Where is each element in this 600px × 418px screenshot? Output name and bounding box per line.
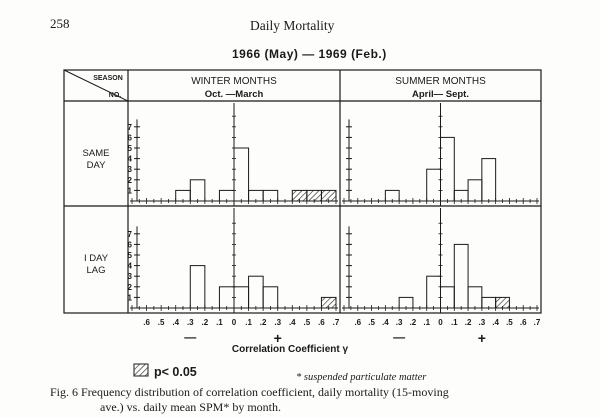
y-tick-label-same_day-winter-1: 1	[128, 186, 133, 195]
y-tick-label-same_day-winter-5: 5	[128, 144, 133, 153]
chart-subtitle: 1966 (May) — 1969 (Feb.)	[232, 47, 387, 61]
x-tick-label-winter-13: .7	[333, 318, 340, 327]
y-tick-label-lag-winter-7: 7	[128, 230, 133, 239]
corner-label-season: SEASON	[93, 75, 123, 82]
y-tick-label-lag-winter-2: 2	[128, 283, 133, 292]
x-tick-label-winter-9: .3	[274, 318, 281, 327]
bar-same_day-summer-0	[384, 189, 400, 202]
footnote: * suspended particulate matter	[296, 372, 427, 383]
bar-same_day-summer-4	[467, 179, 483, 202]
x-tick-label-summer-13: .7	[534, 318, 541, 327]
bar-same_day-winter-1	[189, 179, 206, 202]
bar-lag-winter-1	[218, 286, 235, 309]
running-head: Daily Mortality	[250, 18, 335, 33]
bar-lag-winter-5	[320, 296, 337, 309]
x-sign-positive-winter: +	[274, 330, 282, 346]
column-title-winter: WINTER MONTHS	[191, 76, 277, 87]
column-subtitle-winter: Oct. —March	[205, 89, 264, 100]
column-title-summer: SUMMER MONTHS	[395, 76, 486, 87]
x-tick-label-winter-8: .2	[260, 318, 267, 327]
x-sign-positive-summer: +	[478, 330, 486, 346]
bar-lag-summer-2	[440, 286, 455, 309]
x-tick-label-summer-5: .1	[423, 318, 430, 327]
row-label-lag-1: LAG	[86, 265, 105, 276]
y-tick-label-lag-winter-3: 3	[128, 272, 133, 281]
x-tick-label-winter-3: .3	[187, 318, 194, 327]
y-tick-label-lag-winter-1: 1	[128, 293, 133, 302]
bar-lag-winter-0	[189, 265, 206, 309]
corner-diagonal	[63, 69, 129, 102]
bar-same_day-summer-2	[440, 136, 455, 202]
x-tick-label-winter-1: .5	[158, 318, 165, 327]
row-label-lag-0: I DAY	[84, 253, 109, 264]
corner-label-no: NO.	[109, 92, 122, 99]
x-tick-label-winter-4: .2	[202, 318, 209, 327]
x-tick-label-winter-6: 0	[232, 318, 237, 327]
bar-lag-summer-0	[398, 296, 414, 309]
x-tick-label-summer-11: .5	[506, 318, 513, 327]
bar-lag-winter-3	[248, 275, 264, 309]
bar-lag-summer-3	[453, 243, 469, 309]
bar-lag-winter-4	[262, 286, 279, 309]
x-tick-label-winter-10: .4	[289, 318, 296, 327]
x-tick-label-summer-4: .2	[410, 318, 417, 327]
x-tick-label-summer-10: .4	[492, 318, 499, 327]
y-tick-label-lag-winter-5: 5	[128, 251, 133, 260]
bar-same_day-winter-3	[233, 147, 250, 202]
bar-same_day-winter-8	[320, 189, 337, 202]
x-tick-label-winter-7: .1	[245, 318, 252, 327]
x-tick-label-winter-12: .6	[318, 318, 325, 327]
x-tick-label-summer-1: .5	[368, 318, 375, 327]
bar-lag-winter-2	[233, 286, 250, 309]
page-number: 258	[50, 16, 70, 31]
bar-same_day-winter-7	[306, 189, 322, 202]
figure-caption-line-2: ave.) vs. daily mean SPM* by month.	[100, 400, 281, 414]
x-tick-label-summer-12: .6	[520, 318, 527, 327]
legend-swatch-hatched	[133, 363, 149, 377]
bar-same_day-summer-1	[426, 168, 442, 202]
figure-frame	[63, 69, 542, 314]
y-tick-label-lag-winter-6: 6	[128, 240, 133, 249]
column-subtitle-summer: April— Sept.	[412, 89, 469, 100]
y-tick-label-same_day-winter-7: 7	[128, 123, 133, 132]
bar-same_day-summer-5	[481, 158, 497, 202]
bar-same_day-winter-5	[262, 189, 279, 202]
y-tick-label-lag-winter-4: 4	[128, 262, 133, 271]
row-label-same_day-0: SAME	[83, 148, 110, 159]
x-tick-label-summer-7: .1	[451, 318, 458, 327]
x-tick-label-summer-6: 0	[438, 318, 443, 327]
x-tick-label-winter-2: .4	[172, 318, 179, 327]
x-tick-label-summer-9: .3	[479, 318, 486, 327]
x-tick-label-winter-11: .5	[304, 318, 311, 327]
x-tick-label-winter-5: .1	[216, 318, 223, 327]
bar-same_day-winter-6	[291, 189, 308, 202]
row-label-same_day-1: DAY	[87, 160, 106, 171]
legend-label: p< 0.05	[154, 365, 197, 379]
y-tick-label-same_day-winter-3: 3	[128, 165, 133, 174]
y-tick-label-same_day-winter-2: 2	[128, 176, 133, 185]
x-tick-label-winter-0: .6	[143, 318, 150, 327]
x-tick-label-summer-3: .3	[396, 318, 403, 327]
x-sign-negative-summer: —	[393, 330, 405, 344]
x-tick-label-summer-0: .6	[354, 318, 361, 327]
y-tick-label-same_day-winter-4: 4	[128, 155, 133, 164]
bar-lag-summer-1	[426, 275, 442, 309]
bar-lag-summer-4	[467, 286, 483, 309]
x-sign-negative-winter: —	[184, 330, 196, 344]
figure-caption-line-1: Fig. 6 Frequency distribution of correla…	[50, 385, 449, 399]
x-tick-label-summer-2: .4	[382, 318, 389, 327]
x-tick-label-summer-8: .2	[465, 318, 472, 327]
bar-lag-summer-6	[495, 296, 510, 309]
x-axis-label: Correlation Coefficient γ	[232, 344, 349, 355]
y-tick-label-same_day-winter-6: 6	[128, 133, 133, 142]
